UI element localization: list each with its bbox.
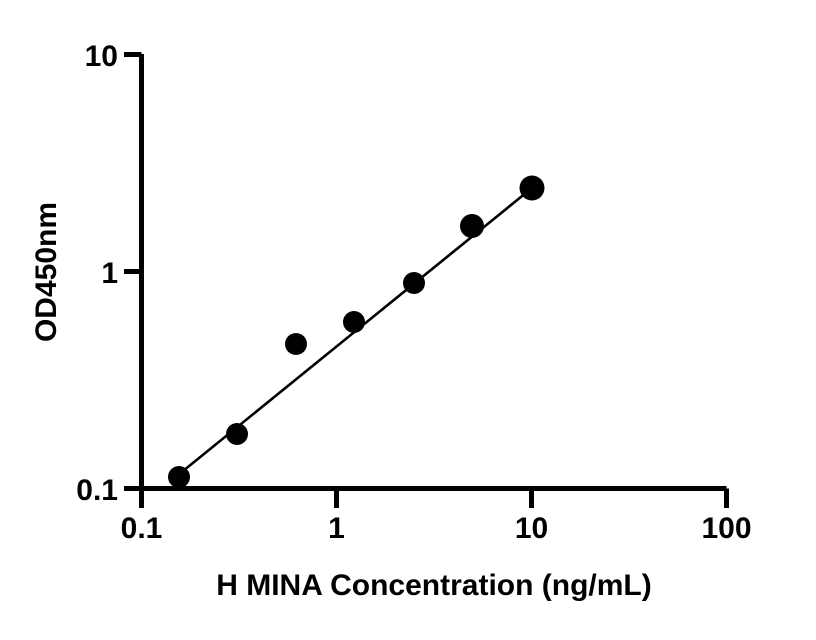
x-axis-title: H MINA Concentration (ng/mL) xyxy=(216,569,652,602)
data-point xyxy=(168,466,190,488)
y-tick-label-1: 1 xyxy=(101,257,118,290)
x-tick-label-1: 1 xyxy=(328,512,345,545)
y-axis-title: OD450nm xyxy=(30,202,63,342)
data-point xyxy=(226,423,248,445)
data-point xyxy=(343,311,365,333)
x-tick-label-10: 10 xyxy=(515,512,548,545)
y-tick-label-0.1: 0.1 xyxy=(76,474,118,507)
x-tick-label-0.1: 0.1 xyxy=(121,512,163,545)
x-tick-label-100: 100 xyxy=(701,512,751,545)
data-point xyxy=(403,272,425,294)
y-tick-label-10: 10 xyxy=(85,40,118,73)
data-point xyxy=(519,175,545,201)
data-point xyxy=(285,333,307,355)
data-point xyxy=(460,214,484,238)
